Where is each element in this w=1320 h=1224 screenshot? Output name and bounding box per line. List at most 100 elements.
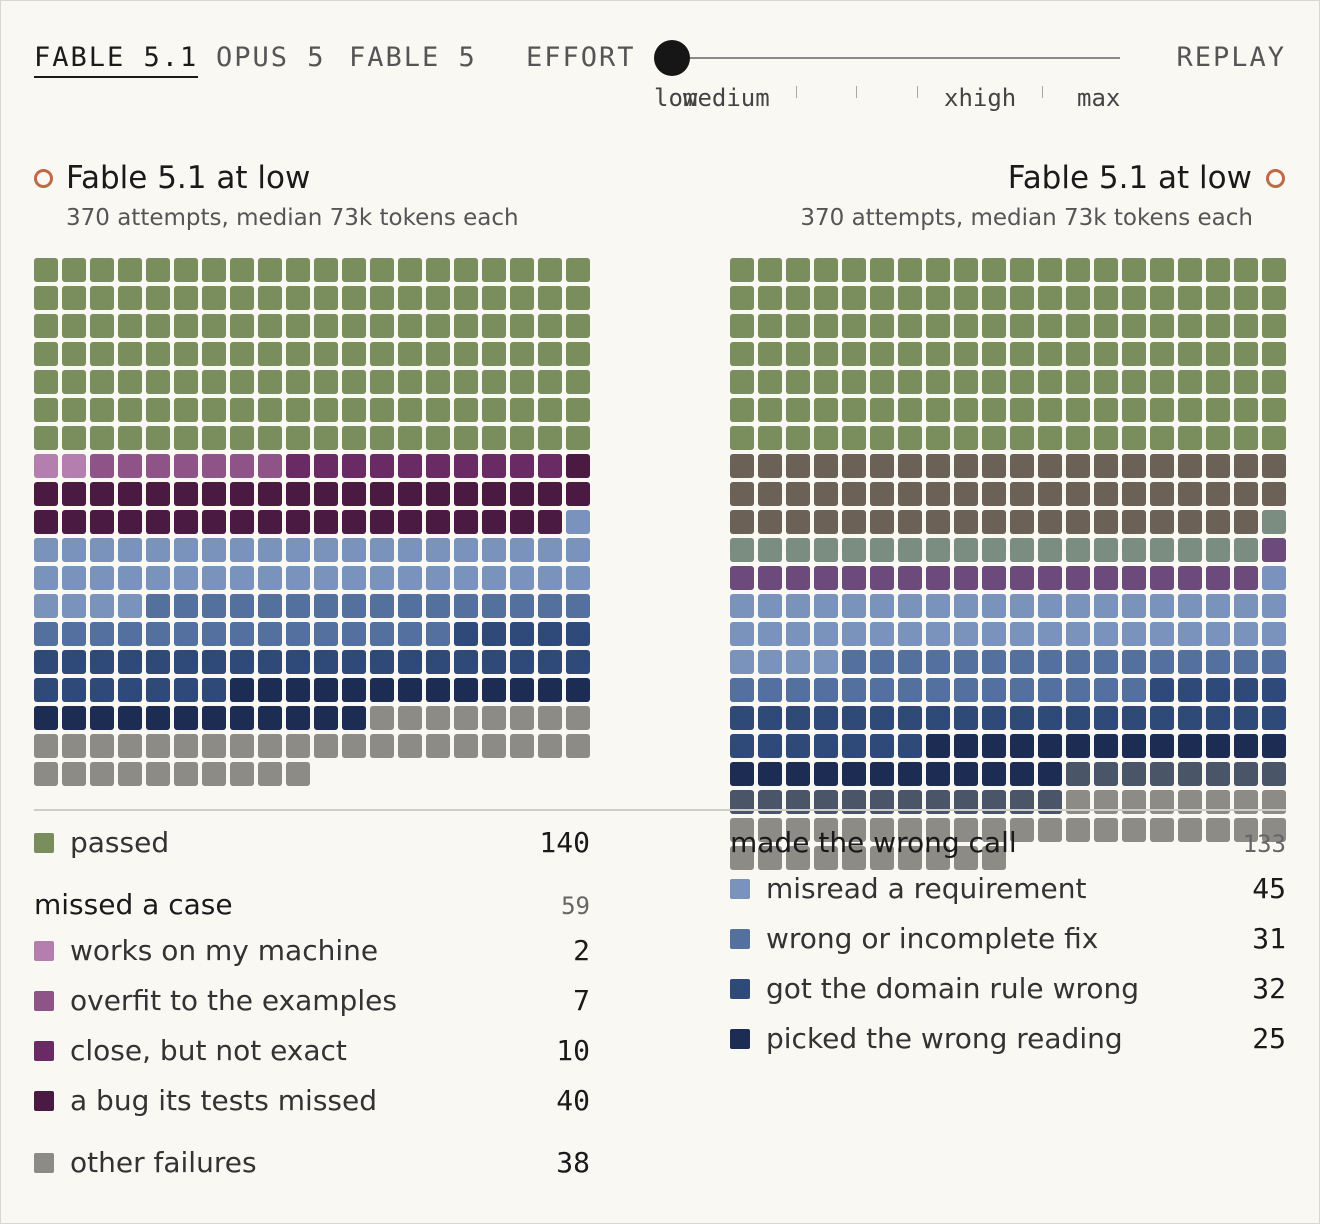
- waffle-cell: [34, 650, 58, 674]
- waffle-cell: [1234, 482, 1258, 506]
- waffle-cell: [1206, 594, 1230, 618]
- waffle-cell: [758, 678, 782, 702]
- waffle-cell: [982, 706, 1006, 730]
- waffle-cell: [1038, 510, 1062, 534]
- waffle-cell: [566, 398, 590, 422]
- waffle-cell: [1094, 510, 1118, 534]
- legend-item-passed: passed 140: [34, 826, 590, 862]
- waffle-cell: [1206, 818, 1230, 842]
- tab-fable-5[interactable]: FABLE 5: [349, 42, 477, 73]
- waffle-cell: [118, 706, 142, 730]
- waffle-cell: [814, 678, 838, 702]
- waffle-cell: [1178, 818, 1202, 842]
- waffle-cell: [982, 482, 1006, 506]
- waffle-cell: [34, 398, 58, 422]
- effort-slider-knob[interactable]: [654, 40, 690, 76]
- effort-tick-mark[interactable]: [1042, 86, 1043, 98]
- legend-group-label: missed a case: [34, 888, 233, 921]
- legend-label: overfit to the examples: [70, 984, 397, 1017]
- waffle-cell: [982, 454, 1006, 478]
- waffle-cell: [90, 314, 114, 338]
- waffle-cell: [258, 594, 282, 618]
- waffle-cell: [118, 650, 142, 674]
- waffle-cell: [1178, 286, 1202, 310]
- waffle-cell: [842, 426, 866, 450]
- waffle-cell: [786, 426, 810, 450]
- effort-tick-low[interactable]: low: [654, 84, 698, 112]
- waffle-cell: [426, 398, 450, 422]
- effort-tick-mark[interactable]: [856, 86, 857, 98]
- waffle-cell: [926, 314, 950, 338]
- waffle-cell: [758, 426, 782, 450]
- waffle-cell: [230, 538, 254, 562]
- waffle-cell: [454, 482, 478, 506]
- waffle-cell: [1066, 650, 1090, 674]
- waffle-cell: [538, 538, 562, 562]
- status-ring-icon: [34, 169, 53, 188]
- tab-opus-5[interactable]: OPUS 5: [216, 42, 326, 73]
- legend-value: 40: [556, 1084, 590, 1117]
- waffle-cell: [314, 538, 338, 562]
- waffle-cell: [454, 342, 478, 366]
- waffle-cell: [118, 734, 142, 758]
- replay-button[interactable]: REPLAY: [1176, 42, 1286, 73]
- waffle-cell: [146, 454, 170, 478]
- waffle-cell: [370, 622, 394, 646]
- waffle-cell: [1066, 314, 1090, 338]
- legend-label: wrong or incomplete fix: [766, 922, 1099, 955]
- waffle-cell: [1150, 566, 1174, 590]
- waffle-cell: [982, 734, 1006, 758]
- effort-tick-mark[interactable]: [796, 86, 797, 98]
- tab-fable-5-1[interactable]: FABLE 5.1: [34, 42, 199, 78]
- waffle-cell: [258, 706, 282, 730]
- waffle-cell: [1038, 762, 1062, 786]
- waffle-cell: [370, 706, 394, 730]
- waffle-cell: [1206, 314, 1230, 338]
- waffle-cell: [1066, 538, 1090, 562]
- waffle-cell: [1010, 762, 1034, 786]
- waffle-cell: [786, 538, 810, 562]
- waffle-cell: [174, 286, 198, 310]
- waffle-cell: [118, 426, 142, 450]
- waffle-cell: [786, 706, 810, 730]
- waffle-cell: [1038, 342, 1062, 366]
- waffle-cell: [1150, 650, 1174, 674]
- effort-tick-mark[interactable]: [917, 86, 918, 98]
- waffle-cell: [398, 286, 422, 310]
- waffle-cell: [1010, 594, 1034, 618]
- waffle-cell: [982, 314, 1006, 338]
- waffle-cell: [1234, 762, 1258, 786]
- waffle-cell: [1094, 398, 1118, 422]
- waffle-cell: [1010, 426, 1034, 450]
- waffle-cell: [62, 342, 86, 366]
- waffle-cell: [870, 566, 894, 590]
- waffle-cell: [426, 678, 450, 702]
- legend-item: a bug its tests missed 40: [34, 1084, 590, 1120]
- waffle-cell: [842, 314, 866, 338]
- waffle-cell: [118, 370, 142, 394]
- effort-tick-max[interactable]: max: [1077, 84, 1121, 112]
- waffle-cell: [1038, 566, 1062, 590]
- waffle-cell: [286, 454, 310, 478]
- waffle-cell: [1122, 538, 1146, 562]
- waffle-cell: [1150, 398, 1174, 422]
- waffle-cell: [202, 594, 226, 618]
- waffle-cell: [1122, 342, 1146, 366]
- waffle-cell: [314, 566, 338, 590]
- waffle-cell: [202, 566, 226, 590]
- waffle-cell: [426, 510, 450, 534]
- effort-slider-track[interactable]: [672, 57, 1120, 59]
- waffle-cell: [118, 510, 142, 534]
- waffle-cell: [758, 566, 782, 590]
- waffle-cell: [370, 370, 394, 394]
- waffle-cell: [230, 454, 254, 478]
- waffle-cell: [174, 706, 198, 730]
- effort-tick-xhigh[interactable]: xhigh: [944, 84, 1017, 112]
- waffle-cell: [62, 510, 86, 534]
- effort-tick-medium[interactable]: medium: [683, 84, 770, 112]
- waffle-cell: [482, 538, 506, 562]
- waffle-cell: [202, 426, 226, 450]
- waffle-cell: [174, 258, 198, 282]
- waffle-cell: [314, 314, 338, 338]
- legend-swatch: [34, 941, 54, 961]
